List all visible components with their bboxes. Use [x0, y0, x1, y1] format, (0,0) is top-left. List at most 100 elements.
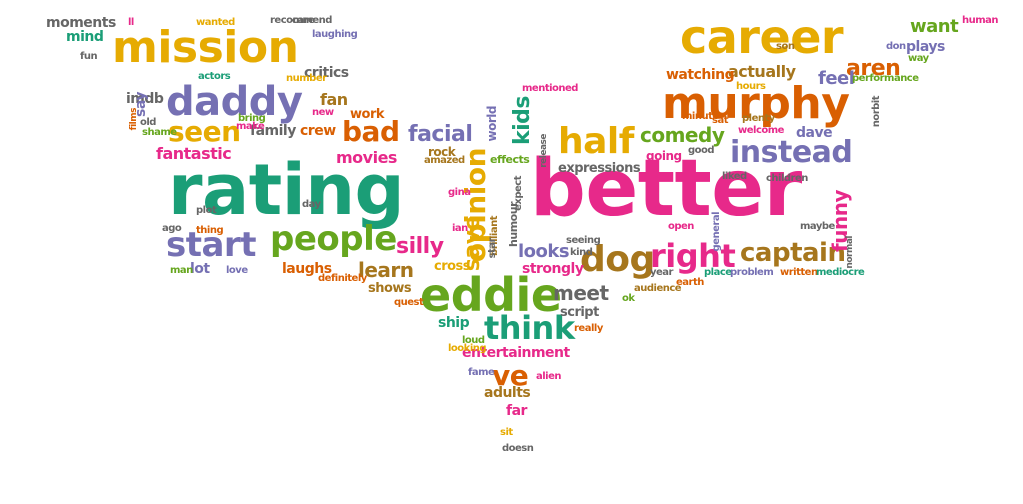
word-don: don	[886, 41, 906, 52]
word-fantastic: fantastic	[156, 144, 232, 163]
word-hours: hours	[736, 81, 766, 92]
word-sit: sit	[500, 427, 513, 438]
word-ok: ok	[622, 293, 635, 304]
word-shame: shame	[142, 127, 177, 138]
word-looking: looking	[448, 343, 487, 354]
word-human: human	[962, 15, 999, 26]
word-star: star	[487, 238, 498, 259]
word-mentioned: mentioned	[522, 83, 578, 94]
word-people: people	[270, 219, 397, 259]
word-really: really	[574, 323, 603, 334]
word-actors: actors	[198, 71, 231, 82]
word-right: right	[650, 237, 736, 275]
word-seen: seen	[168, 115, 241, 148]
word-expressions: expressions	[558, 161, 641, 176]
word-audience: audience	[634, 283, 682, 294]
word-maybe: maybe	[800, 221, 835, 232]
word-far: far	[506, 403, 527, 419]
word-day: day	[302, 199, 321, 210]
word-looks: looks	[518, 241, 570, 262]
word-son: son	[776, 41, 795, 52]
word-laughs: laughs	[282, 261, 332, 277]
word-bad: bad	[342, 115, 400, 148]
word-thing: thing	[196, 225, 224, 236]
word-earth: earth	[676, 277, 704, 288]
word-fun: fun	[80, 51, 98, 62]
word-plays: plays	[906, 39, 945, 55]
word-mind: mind	[66, 29, 104, 45]
word-care: care	[292, 15, 315, 26]
word-mediocre: mediocre	[816, 267, 865, 278]
word-kind: kind	[570, 247, 593, 258]
word-strongly: strongly	[522, 261, 584, 277]
word-alien: alien	[536, 371, 562, 382]
word-fame: fame	[468, 367, 495, 378]
word-love: love	[226, 265, 248, 276]
word-career: career	[680, 10, 844, 64]
word-rating: rating	[168, 149, 405, 231]
word-sat: sat	[712, 115, 728, 126]
word-going: going	[646, 149, 682, 163]
word-ll: ll	[128, 17, 134, 28]
word-adults: adults	[484, 385, 531, 401]
word-plot: plot	[196, 205, 217, 216]
word-general: general	[711, 212, 722, 252]
word-amazed: amazed	[424, 155, 465, 166]
word-expect: expect	[513, 176, 524, 211]
word-murphy: murphy	[662, 78, 850, 129]
word-think: think	[484, 309, 575, 347]
word-performance: performance	[852, 73, 919, 84]
word-critics: critics	[304, 65, 349, 81]
word-work: work	[350, 107, 385, 122]
word-moments: moments	[46, 15, 116, 31]
word-ve: ve	[492, 359, 529, 392]
word-meet: meet	[553, 281, 609, 305]
word-silly: silly	[396, 234, 444, 259]
word-shows: shows	[368, 281, 412, 296]
word-mission: mission	[112, 22, 299, 73]
word-doesn: doesn	[502, 443, 534, 454]
word-kids: kids	[510, 96, 535, 146]
word-quest: quest	[394, 297, 424, 308]
word-number: number	[286, 73, 327, 84]
word-dave: dave	[796, 125, 833, 141]
word-script: script	[560, 305, 599, 320]
word-definitely: definitely	[318, 273, 367, 284]
word-liked: liked	[722, 171, 747, 182]
word-movies: movies	[336, 148, 397, 167]
word-good: good	[688, 145, 715, 156]
word-cross: cross	[434, 259, 471, 274]
word-better: better	[530, 144, 802, 234]
word-ship: ship	[438, 315, 470, 331]
word-place: place	[704, 267, 732, 278]
word-ian: ian	[452, 223, 468, 234]
word-facial: facial	[408, 122, 473, 147]
word-dog: dog	[580, 239, 655, 280]
word-problem: problem	[730, 267, 774, 278]
word-norbit: norbit	[871, 96, 882, 128]
word-aren: aren	[846, 56, 901, 81]
word-crew: crew	[300, 123, 336, 139]
word-children: children	[766, 173, 808, 184]
word-fan: fan	[320, 90, 348, 109]
word-release: release	[539, 134, 549, 168]
word-ago: ago	[162, 223, 182, 234]
word-way: way	[908, 53, 929, 64]
word-learn: learn	[358, 258, 414, 282]
word-feel: feel	[818, 68, 855, 89]
word-world: world	[485, 106, 499, 142]
word-open: open	[668, 221, 694, 232]
word-instead: instead	[730, 135, 853, 170]
word-wanted: wanted	[196, 17, 235, 28]
word-seeing: seeing	[566, 235, 601, 246]
word-eddie: eddie	[420, 268, 562, 322]
word-welcome: welcome	[738, 125, 784, 136]
word-minute: minute	[682, 111, 719, 122]
word-rock: rock	[428, 145, 456, 159]
word-old: old	[140, 117, 156, 128]
word-want: want	[910, 16, 959, 37]
word-start: start	[166, 225, 256, 265]
word-comedy: comedy	[640, 123, 725, 147]
word-effects: effects	[490, 153, 530, 166]
word-watching: watching	[666, 67, 735, 83]
